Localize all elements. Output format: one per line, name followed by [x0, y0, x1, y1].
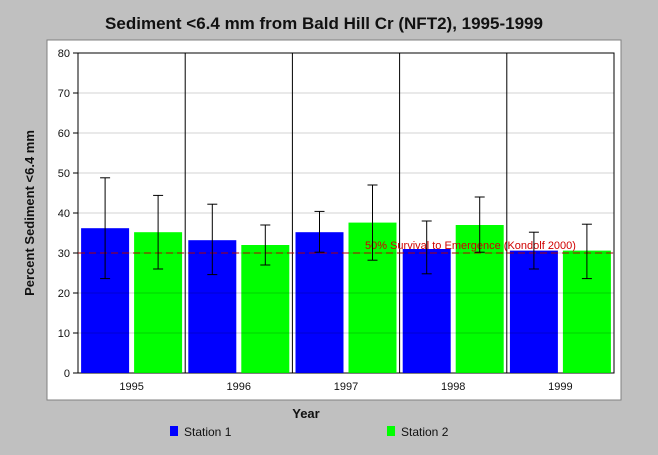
y-tick-label: 20 [58, 288, 70, 300]
x-tick-label: 1997 [334, 381, 358, 393]
x-tick-label: 1999 [548, 381, 572, 393]
y-axis-label: Percent Sediment <6.4 mm [22, 130, 37, 296]
chart-title: Sediment <6.4 mm from Bald Hill Cr (NFT2… [105, 14, 543, 33]
y-tick-label: 40 [58, 208, 70, 220]
bar-station-2 [241, 245, 290, 373]
bar-station-1 [295, 232, 344, 373]
bar-station-1 [509, 250, 558, 373]
y-axis-ticks: 0 10 20 30 40 50 60 70 80 [58, 48, 614, 380]
y-tick-label: 0 [64, 368, 70, 380]
y-tick-label: 80 [58, 48, 70, 60]
x-tick-label: 1995 [119, 381, 143, 393]
reference-line-label: 50% Survival to Emergence (Kondolf 2000) [365, 240, 576, 252]
legend-swatch [387, 426, 395, 436]
legend-swatch [170, 426, 178, 436]
reference-line-group: 50% Survival to Emergence (Kondolf 2000) [78, 240, 614, 254]
x-tick-label: 1996 [227, 381, 251, 393]
y-tick-label: 60 [58, 128, 70, 140]
y-tick-label: 50 [58, 168, 70, 180]
error-bars [100, 177, 592, 280]
y-tick-label: 30 [58, 248, 70, 260]
y-tick-label: 70 [58, 88, 70, 100]
legend-label: Station 2 [401, 425, 449, 439]
y-tick-label: 10 [58, 328, 70, 340]
gridlines [184, 53, 508, 373]
x-axis-ticks: 1995 1996 1997 1998 1999 [119, 381, 572, 393]
legend-label: Station 1 [184, 425, 232, 439]
x-axis-label: Year [292, 406, 319, 421]
x-tick-label: 1998 [441, 381, 465, 393]
legend: Station 1 Station 2 [170, 425, 449, 439]
